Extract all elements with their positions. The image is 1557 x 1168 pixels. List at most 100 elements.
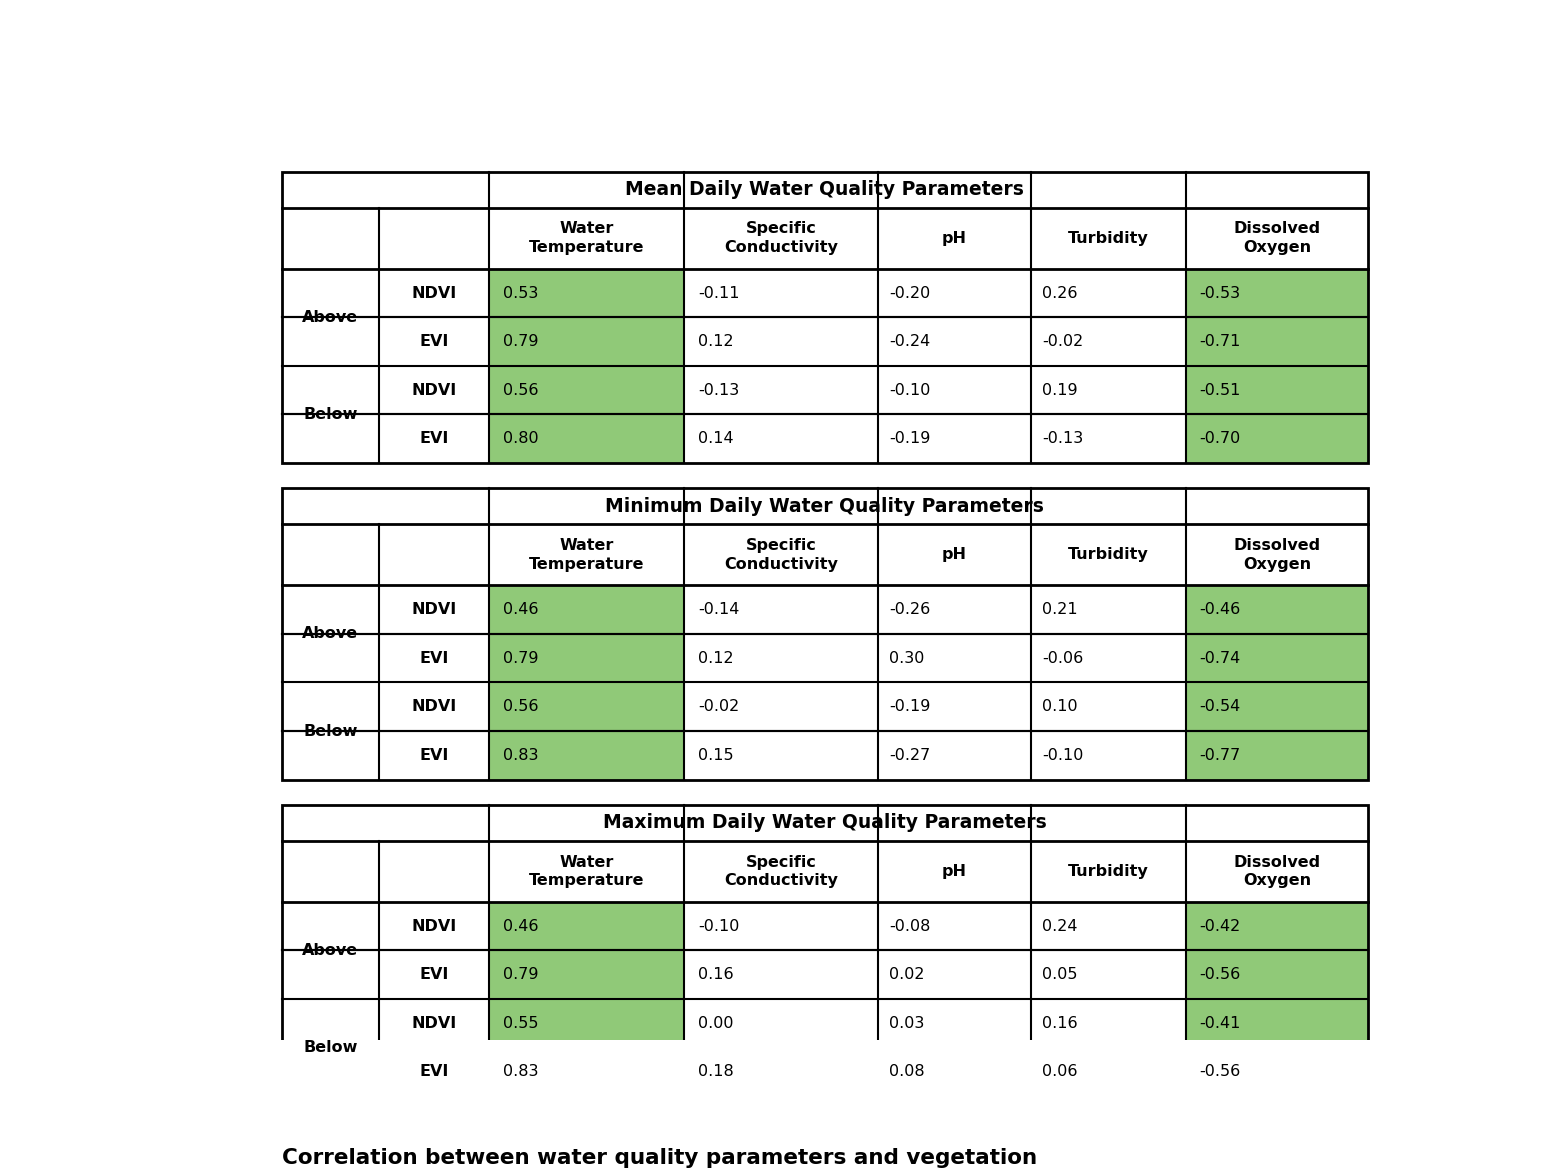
- Bar: [1186, 634, 1367, 682]
- Text: pH: pH: [942, 548, 967, 562]
- Text: NDVI: NDVI: [411, 383, 456, 397]
- Bar: [282, 488, 1367, 524]
- Bar: [684, 1048, 878, 1097]
- Text: Turbidity: Turbidity: [1068, 864, 1149, 878]
- Text: 0.10: 0.10: [1042, 700, 1077, 715]
- Text: NDVI: NDVI: [411, 1016, 456, 1031]
- Text: 0.46: 0.46: [503, 919, 539, 933]
- Bar: [684, 318, 878, 366]
- Bar: [380, 999, 489, 1048]
- Text: Turbidity: Turbidity: [1068, 548, 1149, 562]
- Bar: [282, 999, 380, 1048]
- Text: Above: Above: [302, 310, 358, 325]
- Bar: [1186, 1048, 1367, 1097]
- Text: 0.14: 0.14: [698, 431, 733, 446]
- Bar: [1186, 415, 1367, 463]
- Bar: [489, 731, 684, 779]
- Text: NDVI: NDVI: [411, 919, 456, 933]
- Bar: [489, 366, 684, 415]
- Bar: [282, 524, 1367, 585]
- Bar: [684, 269, 878, 318]
- Bar: [282, 415, 380, 463]
- Text: Above: Above: [302, 626, 358, 641]
- Text: -0.02: -0.02: [698, 700, 740, 715]
- Text: 0.16: 0.16: [1042, 1016, 1077, 1031]
- Text: 0.12: 0.12: [698, 651, 733, 666]
- Bar: [878, 366, 1031, 415]
- Bar: [878, 318, 1031, 366]
- Bar: [1031, 999, 1186, 1048]
- Bar: [489, 318, 684, 366]
- Bar: [1031, 585, 1186, 634]
- Bar: [380, 902, 489, 951]
- Bar: [282, 585, 380, 634]
- Text: -0.10: -0.10: [698, 919, 740, 933]
- Text: Maximum Daily Water Quality Parameters: Maximum Daily Water Quality Parameters: [603, 813, 1046, 833]
- Bar: [282, 208, 1367, 269]
- Text: 0.26: 0.26: [1042, 285, 1077, 300]
- Bar: [1186, 585, 1367, 634]
- Text: 0.18: 0.18: [698, 1064, 733, 1079]
- Bar: [380, 415, 489, 463]
- Text: Minimum Daily Water Quality Parameters: Minimum Daily Water Quality Parameters: [606, 496, 1043, 516]
- Text: Turbidity: Turbidity: [1068, 231, 1149, 245]
- Text: 0.12: 0.12: [698, 334, 733, 349]
- Text: 0.79: 0.79: [503, 651, 539, 666]
- Bar: [878, 415, 1031, 463]
- Bar: [1186, 902, 1367, 951]
- Text: 0.19: 0.19: [1042, 383, 1077, 397]
- Text: 0.55: 0.55: [503, 1016, 539, 1031]
- Text: -0.41: -0.41: [1199, 1016, 1241, 1031]
- Bar: [282, 805, 1367, 841]
- Text: pH: pH: [942, 864, 967, 878]
- Text: NDVI: NDVI: [411, 285, 456, 300]
- Text: -0.02: -0.02: [1042, 334, 1084, 349]
- Bar: [282, 805, 1367, 1097]
- Text: 0.15: 0.15: [698, 748, 733, 763]
- Text: 0.80: 0.80: [503, 431, 539, 446]
- Text: Below: Below: [304, 1041, 358, 1055]
- Text: -0.19: -0.19: [889, 431, 931, 446]
- Bar: [282, 1048, 380, 1097]
- Text: -0.56: -0.56: [1199, 967, 1241, 982]
- Bar: [684, 951, 878, 999]
- Text: -0.19: -0.19: [889, 700, 931, 715]
- Text: 0.08: 0.08: [889, 1064, 925, 1079]
- Bar: [684, 415, 878, 463]
- Text: 0.30: 0.30: [889, 651, 925, 666]
- Text: Below: Below: [304, 406, 358, 422]
- Text: Water
Temperature: Water Temperature: [529, 222, 645, 255]
- Bar: [878, 731, 1031, 779]
- Text: Specific
Conductivity: Specific Conductivity: [724, 855, 838, 888]
- Text: -0.42: -0.42: [1199, 919, 1241, 933]
- Bar: [1031, 902, 1186, 951]
- Bar: [282, 269, 380, 318]
- Bar: [380, 269, 489, 318]
- Bar: [1186, 731, 1367, 779]
- Bar: [878, 999, 1031, 1048]
- Text: 0.00: 0.00: [698, 1016, 733, 1031]
- Bar: [1186, 951, 1367, 999]
- Text: 0.79: 0.79: [503, 334, 539, 349]
- Text: EVI: EVI: [419, 431, 448, 446]
- Bar: [1031, 634, 1186, 682]
- Text: -0.13: -0.13: [698, 383, 740, 397]
- Bar: [282, 841, 1367, 902]
- Bar: [1186, 318, 1367, 366]
- Bar: [282, 682, 380, 731]
- Bar: [380, 731, 489, 779]
- Bar: [1031, 415, 1186, 463]
- Bar: [489, 415, 684, 463]
- Bar: [1031, 1048, 1186, 1097]
- Text: Dissolved
Oxygen: Dissolved Oxygen: [1233, 538, 1320, 571]
- Bar: [282, 172, 1367, 463]
- Text: 0.03: 0.03: [889, 1016, 925, 1031]
- Bar: [878, 585, 1031, 634]
- Text: Water
Temperature: Water Temperature: [529, 855, 645, 888]
- Text: NDVI: NDVI: [411, 700, 456, 715]
- Bar: [380, 318, 489, 366]
- Bar: [380, 951, 489, 999]
- Bar: [684, 682, 878, 731]
- Text: 0.24: 0.24: [1042, 919, 1077, 933]
- Bar: [380, 1048, 489, 1097]
